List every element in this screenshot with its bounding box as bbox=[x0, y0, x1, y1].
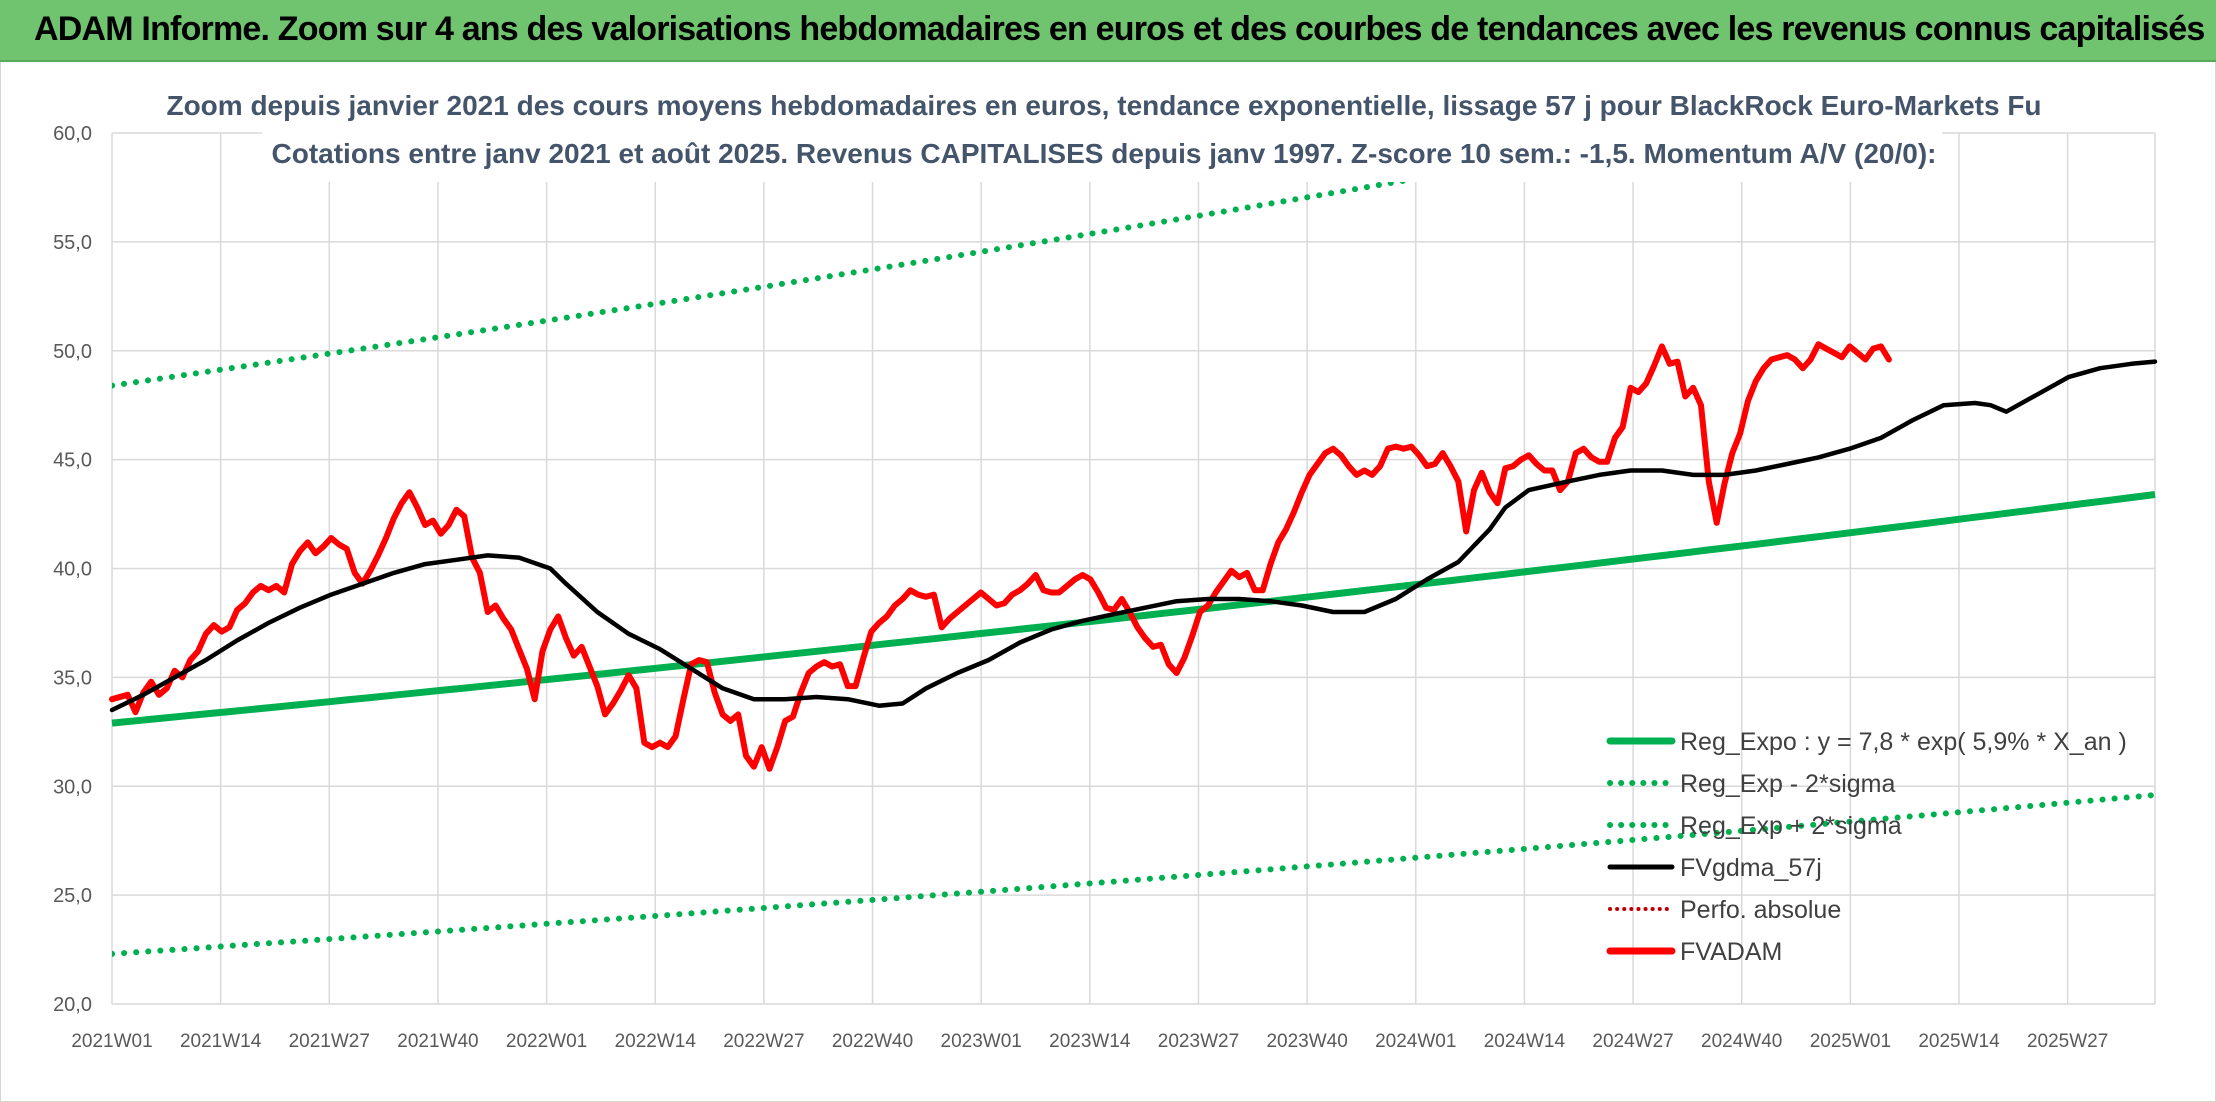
legend-label: Reg_Exp + 2*sigma bbox=[1680, 812, 1902, 840]
series-reg-exp-minus-2sigma bbox=[112, 792, 2155, 957]
y-tick-label: 25,0 bbox=[53, 885, 92, 907]
x-tick-label: 2022W27 bbox=[723, 1031, 804, 1052]
legend-label: Reg_Exp - 2*sigma bbox=[1680, 770, 1895, 798]
x-tick-label: 2023W27 bbox=[1158, 1031, 1239, 1052]
x-tick-label: 2024W40 bbox=[1701, 1031, 1782, 1052]
x-tick-label: 2023W14 bbox=[1049, 1031, 1131, 1052]
legend: Reg_Expo : y = 7,8 * exp( 5,9% * X_an ) R… bbox=[1606, 728, 2127, 966]
title-backdrop bbox=[262, 84, 1942, 182]
chart-title-line-2: Cotations entre janv 2021 et août 2025. … bbox=[272, 138, 1937, 169]
x-tick-label: 2022W40 bbox=[832, 1031, 913, 1052]
series-fvgdma-57j bbox=[109, 359, 2158, 713]
x-tick-label: 2023W40 bbox=[1266, 1031, 1347, 1052]
y-axis-labels: 20,0 25,0 30,0 35,0 40,0 45,0 50,0 55,0 60,0 bbox=[53, 123, 92, 1016]
x-tick-label: 2021W14 bbox=[180, 1031, 262, 1052]
series-layer bbox=[109, 84, 2158, 957]
x-tick-label: 2024W14 bbox=[1484, 1031, 1566, 1052]
x-tick-label: 2024W27 bbox=[1592, 1031, 1673, 1052]
y-tick-label: 60,0 bbox=[53, 123, 92, 145]
legend-label: FVADAM bbox=[1680, 938, 1782, 966]
banner: ADAM Informe. Zoom sur 4 ans des valoris… bbox=[0, 0, 2216, 62]
x-tick-label: 2021W01 bbox=[71, 1031, 152, 1052]
y-tick-label: 40,0 bbox=[53, 559, 92, 581]
series-fvadam bbox=[109, 341, 1892, 772]
y-tick-label: 45,0 bbox=[53, 450, 92, 472]
x-tick-label: 2021W27 bbox=[289, 1031, 370, 1052]
y-tick-label: 55,0 bbox=[53, 232, 92, 254]
y-tick-label: 35,0 bbox=[53, 667, 92, 689]
grid bbox=[111, 132, 2156, 1005]
x-tick-label: 2023W01 bbox=[941, 1031, 1022, 1052]
y-tick-label: 30,0 bbox=[53, 776, 92, 798]
x-tick-label: 2022W01 bbox=[506, 1031, 587, 1052]
banner-title: ADAM Informe. Zoom sur 4 ans des valoris… bbox=[34, 10, 2205, 48]
x-tick-label: 2025W14 bbox=[1918, 1031, 2000, 1052]
legend-label: FVgdma_57j bbox=[1680, 854, 1822, 882]
x-tick-label: 2022W14 bbox=[615, 1031, 697, 1052]
x-tick-label: 2025W27 bbox=[2027, 1031, 2108, 1052]
chart-title-line-1: Zoom depuis janvier 2021 des cours moyen… bbox=[166, 90, 2041, 121]
y-tick-label: 20,0 bbox=[53, 994, 92, 1016]
legend-label: Perfo. absolue bbox=[1680, 896, 1841, 924]
x-axis-labels: 2021W01 2021W14 2021W27 2021W40 2022W01 2022W… bbox=[71, 1031, 2108, 1052]
y-tick-label: 50,0 bbox=[53, 341, 92, 363]
x-tick-label: 2021W40 bbox=[397, 1031, 478, 1052]
x-tick-label: 2024W01 bbox=[1375, 1031, 1456, 1052]
x-tick-label: 2025W01 bbox=[1810, 1031, 1891, 1052]
legend-label: Reg_Expo : y = 7,8 * exp( 5,9% * X_an ) bbox=[1680, 728, 2127, 756]
